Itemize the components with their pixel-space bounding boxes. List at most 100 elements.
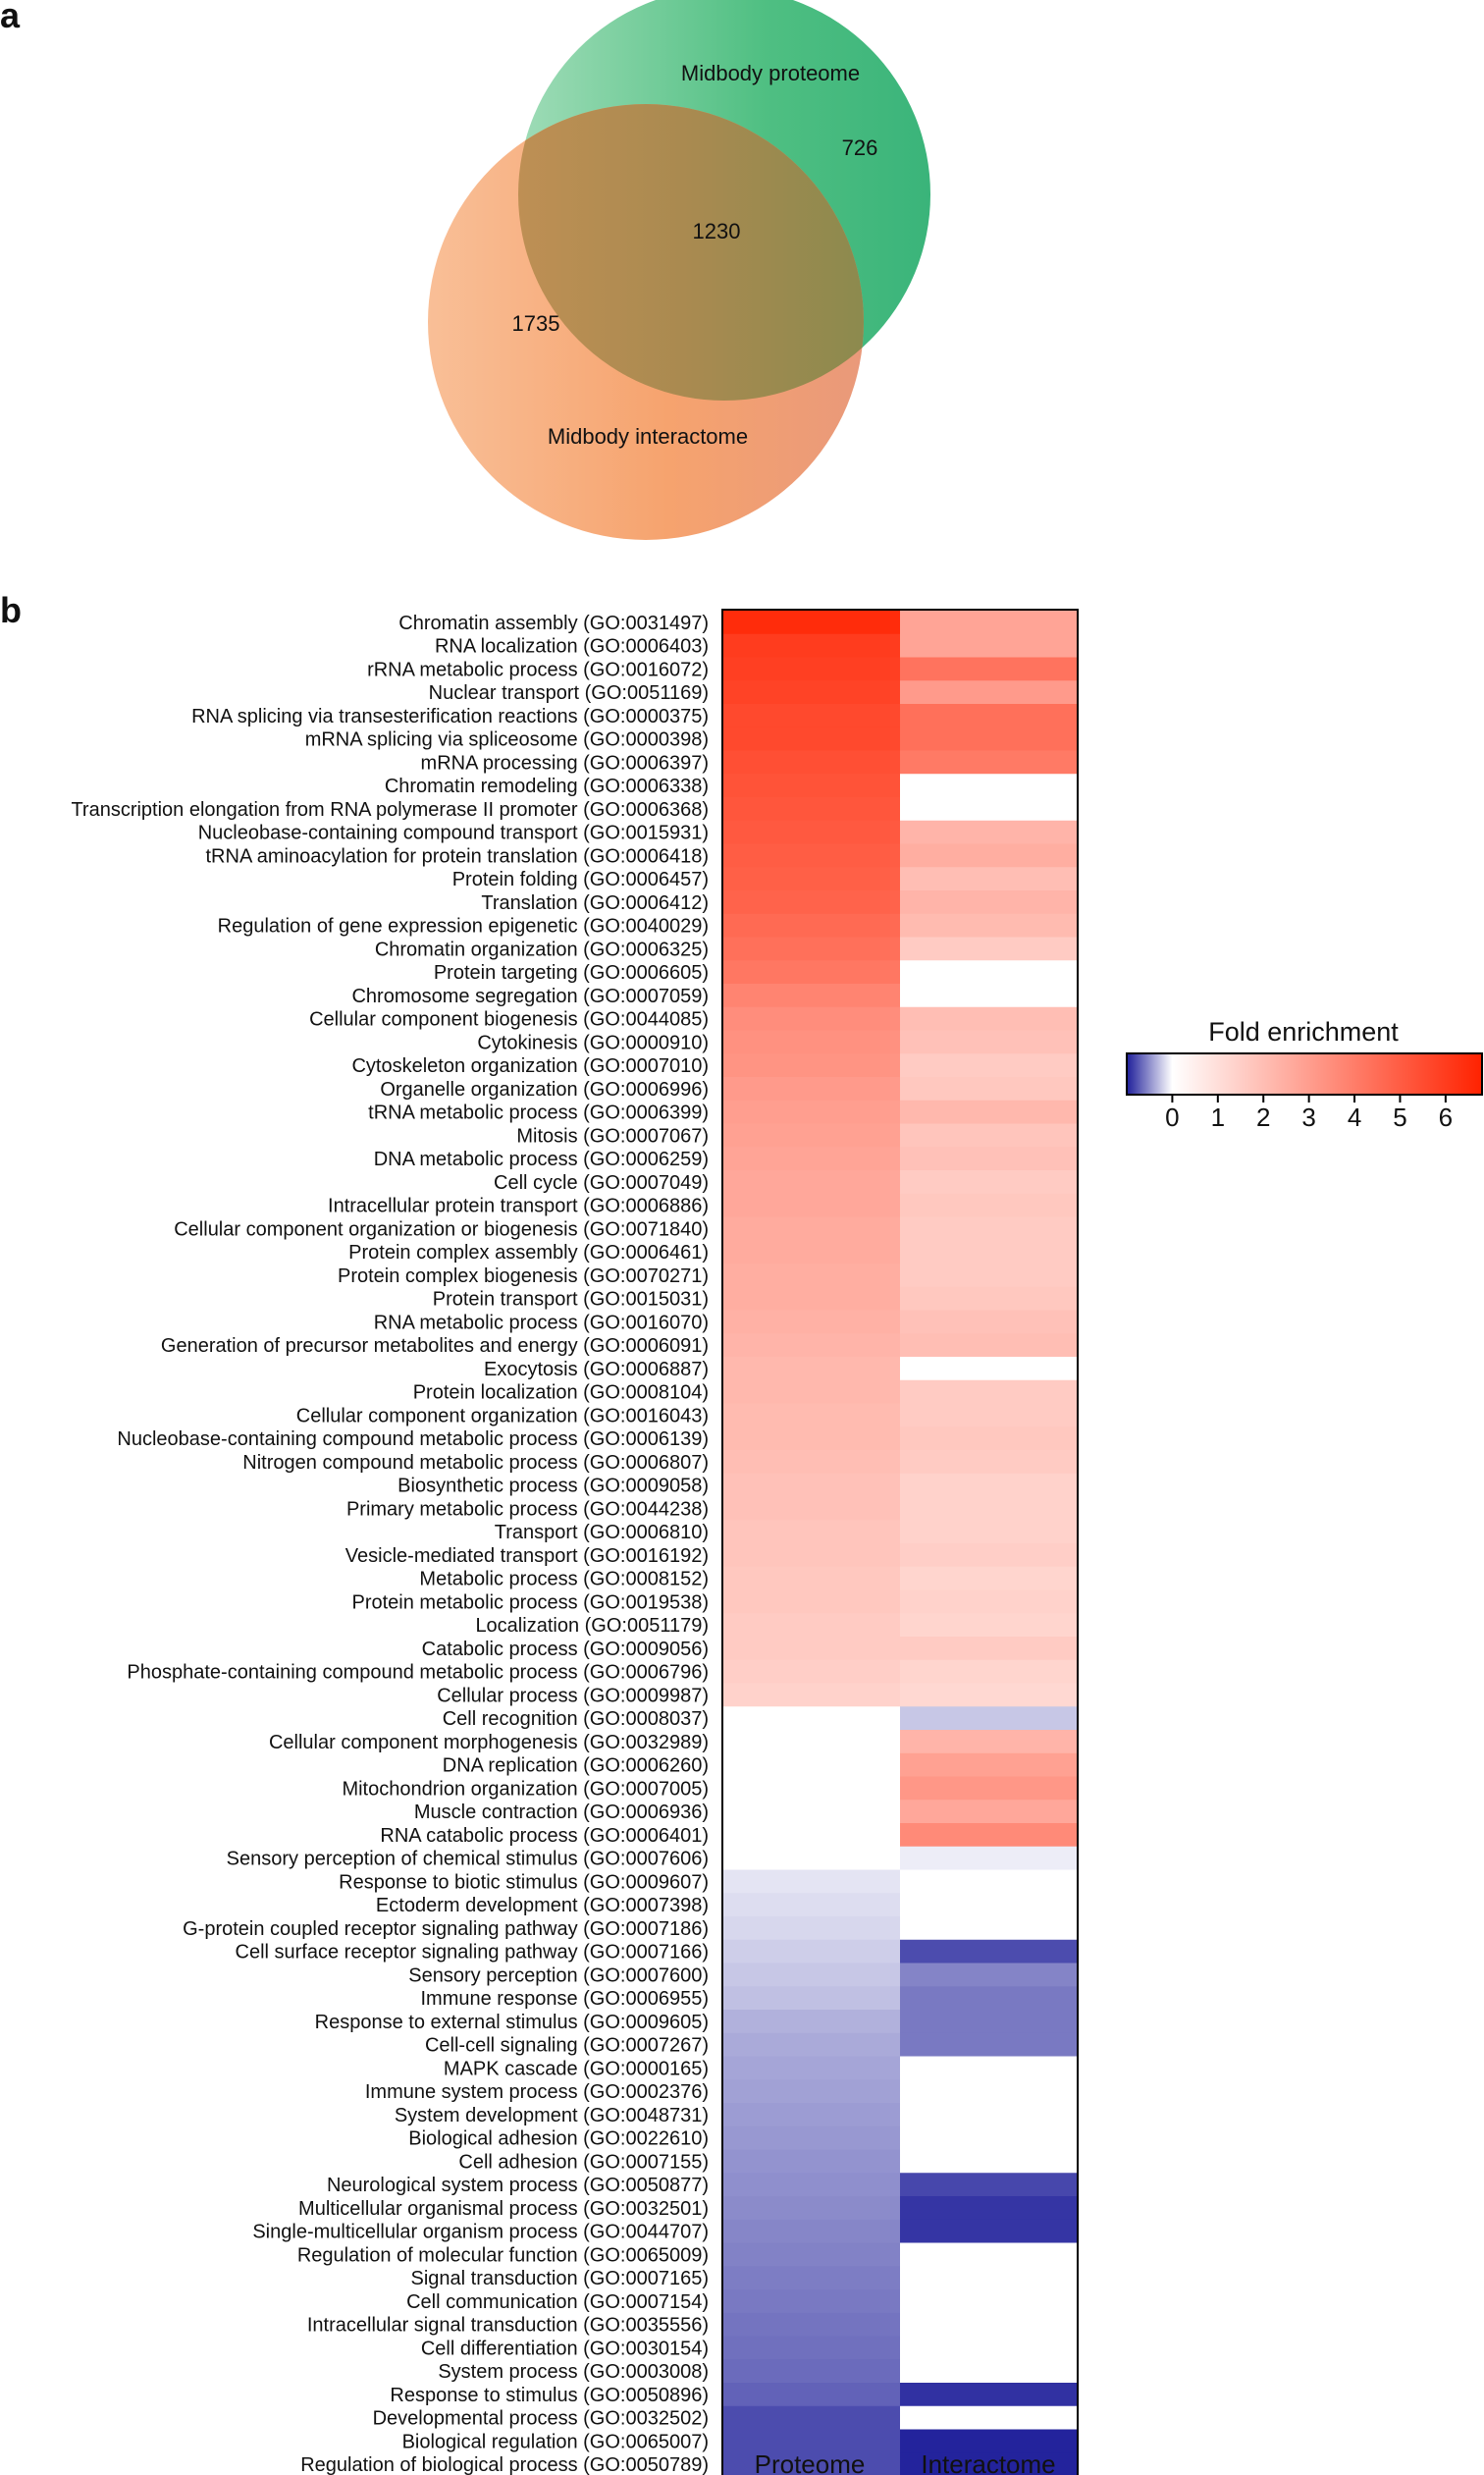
cell-interactome bbox=[900, 633, 1077, 659]
cell-interactome bbox=[900, 726, 1077, 752]
cell-proteome bbox=[723, 1403, 900, 1427]
row-label: Cell differentiation (GO:0030154) bbox=[421, 2338, 709, 2359]
cell-proteome bbox=[723, 1846, 900, 1871]
cell-interactome bbox=[900, 1800, 1077, 1824]
row-label: Organelle organization (GO:0006996) bbox=[380, 1079, 709, 1101]
cell-interactome bbox=[900, 1566, 1077, 1591]
cell-proteome bbox=[723, 2079, 900, 2104]
cell-interactome bbox=[900, 1520, 1077, 1544]
cell-proteome bbox=[723, 1473, 900, 1498]
cell-interactome bbox=[900, 2219, 1077, 2244]
row-label: Immune response (GO:0006955) bbox=[421, 1988, 710, 2010]
cell-proteome bbox=[723, 2010, 900, 2034]
row-label: Nitrogen compound metabolic process (GO:… bbox=[242, 1452, 709, 1474]
cell-interactome bbox=[900, 1823, 1077, 1848]
row-label: Neurological system process (GO:0050877) bbox=[327, 2175, 709, 2196]
cell-proteome bbox=[723, 1286, 900, 1312]
cell-interactome bbox=[900, 1752, 1077, 1778]
cell-proteome bbox=[723, 1006, 900, 1032]
cell-proteome bbox=[723, 2383, 900, 2407]
cell-proteome bbox=[723, 1147, 900, 1171]
heatmap-cells bbox=[723, 611, 1077, 2475]
cell-interactome bbox=[900, 1053, 1077, 1078]
cell-interactome bbox=[900, 2103, 1077, 2127]
cell-proteome bbox=[723, 913, 900, 939]
cell-interactome bbox=[900, 913, 1077, 939]
cell-interactome bbox=[900, 820, 1077, 845]
row-label: Biosynthetic process (GO:0009058) bbox=[398, 1476, 709, 1497]
row-label: Cell-cell signaling (GO:0007267) bbox=[425, 2035, 709, 2057]
colorbar-tick-label: 6 bbox=[1439, 1103, 1453, 1132]
venn-count-overlap: 1230 bbox=[693, 219, 741, 243]
row-label: Localization (GO:0051179) bbox=[475, 1615, 709, 1637]
cell-interactome bbox=[900, 1916, 1077, 1941]
colorbar-tick-label: 3 bbox=[1301, 1103, 1315, 1132]
row-label: Cell cycle (GO:0007049) bbox=[494, 1172, 709, 1194]
cell-proteome bbox=[723, 1520, 900, 1544]
cell-interactome bbox=[900, 2336, 1077, 2360]
column-label-proteome: Proteome bbox=[755, 2449, 866, 2475]
cell-proteome bbox=[723, 1800, 900, 1824]
cell-interactome bbox=[900, 2242, 1077, 2267]
cell-proteome bbox=[723, 2173, 900, 2197]
cell-interactome bbox=[900, 1310, 1077, 1334]
cell-proteome bbox=[723, 1077, 900, 1102]
cell-proteome bbox=[723, 1613, 900, 1638]
cell-proteome bbox=[723, 2149, 900, 2174]
venn-overlap bbox=[518, 104, 864, 401]
row-label: Intracellular protein transport (GO:0006… bbox=[328, 1196, 709, 1217]
colorbar-ticks: 0 1 2 3 4 5 6 bbox=[1165, 1095, 1453, 1132]
cell-interactome bbox=[900, 750, 1077, 775]
row-label: Cellular component morphogenesis (GO:003… bbox=[269, 1732, 709, 1753]
cell-interactome bbox=[900, 1077, 1077, 1102]
cell-proteome bbox=[723, 1589, 900, 1614]
row-label: Catabolic process (GO:0009056) bbox=[422, 1639, 709, 1660]
cell-proteome bbox=[723, 1893, 900, 1917]
cell-proteome bbox=[723, 1426, 900, 1451]
row-label: Protein complex biogenesis (GO:0070271) bbox=[338, 1265, 709, 1287]
row-label: Regulation of biological process (GO:005… bbox=[300, 2454, 709, 2475]
row-label: tRNA aminoacylation for protein translat… bbox=[206, 845, 710, 867]
cell-proteome bbox=[723, 2359, 900, 2384]
cell-interactome bbox=[900, 1264, 1077, 1288]
cell-interactome bbox=[900, 1379, 1077, 1405]
row-label: Mitosis (GO:0007067) bbox=[516, 1125, 709, 1147]
cell-proteome bbox=[723, 1240, 900, 1264]
cell-interactome bbox=[900, 890, 1077, 915]
row-label: RNA metabolic process (GO:0016070) bbox=[374, 1312, 709, 1333]
row-label: DNA replication (GO:0006260) bbox=[443, 1755, 709, 1777]
cell-interactome bbox=[900, 2149, 1077, 2174]
row-label: tRNA metabolic process (GO:0006399) bbox=[368, 1103, 709, 1124]
cell-interactome bbox=[900, 1963, 1077, 1987]
row-label: Response to external stimulus (GO:000960… bbox=[315, 2012, 709, 2033]
panel-label-b: b bbox=[0, 590, 22, 630]
cell-proteome bbox=[723, 820, 900, 845]
cell-interactome bbox=[900, 1730, 1077, 1754]
cell-proteome bbox=[723, 750, 900, 775]
row-label: Generation of precursor metabolites and … bbox=[161, 1335, 709, 1357]
cell-proteome bbox=[723, 1916, 900, 1941]
cell-proteome bbox=[723, 2429, 900, 2453]
row-label: mRNA splicing via spliceosome (GO:000039… bbox=[305, 729, 709, 751]
cell-interactome bbox=[900, 657, 1077, 681]
cell-interactome bbox=[900, 2010, 1077, 2034]
cell-proteome bbox=[723, 2452, 900, 2475]
row-label: Protein targeting (GO:0006605) bbox=[434, 962, 709, 984]
row-label: Chromatin remodeling (GO:0006338) bbox=[385, 776, 709, 797]
panel-label-a: a bbox=[0, 0, 21, 35]
cell-interactome bbox=[900, 774, 1077, 798]
cell-proteome bbox=[723, 1357, 900, 1381]
cell-interactome bbox=[900, 2196, 1077, 2221]
cell-interactome bbox=[900, 1333, 1077, 1358]
cell-proteome bbox=[723, 2242, 900, 2267]
row-label: Cellular component biogenesis (GO:004408… bbox=[309, 1009, 709, 1031]
cell-proteome bbox=[723, 2196, 900, 2221]
venn-count-interactome: 1735 bbox=[512, 311, 560, 336]
row-label: Single-multicellular organism process (G… bbox=[252, 2222, 709, 2243]
row-label: Cellular process (GO:0009987) bbox=[437, 1685, 709, 1706]
row-label: Sensory perception of chemical stimulus … bbox=[227, 1849, 709, 1870]
row-label: Nucleobase-containing compound transport… bbox=[198, 823, 709, 844]
row-label: Exocytosis (GO:0006887) bbox=[484, 1359, 709, 1380]
cell-interactome bbox=[900, 1473, 1077, 1498]
cell-interactome bbox=[900, 1613, 1077, 1638]
